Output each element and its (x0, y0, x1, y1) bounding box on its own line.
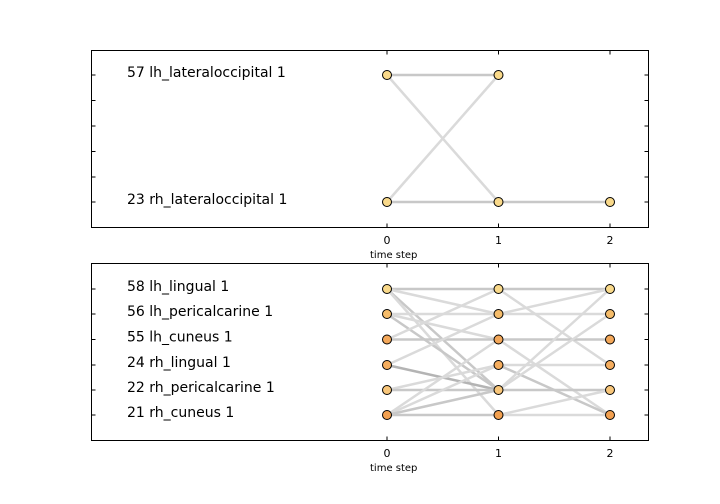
edge-line (497, 338, 612, 417)
x-axis-label: time step (370, 250, 417, 261)
top-panel: 0 1 2 time step 57 lh_lateraloccipital 1 23 r… (91, 50, 649, 261)
edge-line (385, 312, 500, 392)
row-label: 58 lh_lingual 1 (127, 279, 229, 295)
edge-line (385, 388, 500, 417)
edge-line (385, 312, 500, 341)
node-point (493, 385, 504, 395)
edge-line (385, 312, 500, 367)
edge-line (497, 287, 612, 316)
node-point (493, 309, 504, 319)
node-point (493, 334, 504, 345)
x-tick-label: 2 (607, 447, 614, 460)
node-point (382, 197, 392, 207)
edge-line (497, 287, 612, 367)
node-point (605, 197, 615, 207)
node-point (605, 284, 615, 294)
node-point (605, 309, 615, 319)
x-tick-label: 1 (495, 447, 502, 460)
node-point (605, 334, 615, 345)
row-label: 56 lh_pericalcarine 1 (127, 304, 273, 320)
x-tick-label: 0 (384, 234, 391, 247)
node-point (382, 70, 392, 80)
x-tick-label: 1 (495, 234, 502, 247)
node-point (493, 197, 504, 207)
row-label: 55 lh_cuneus 1 (127, 330, 233, 346)
edge-line (497, 312, 612, 392)
edge-line (385, 338, 500, 417)
node-point (382, 385, 392, 395)
node-point (493, 410, 504, 420)
edge-line (385, 287, 500, 341)
node-point (605, 410, 615, 420)
x-tick-label: 2 (607, 234, 614, 247)
row-label: 21 rh_cuneus 1 (127, 405, 234, 421)
node-point (605, 360, 615, 370)
node-point (382, 334, 392, 345)
node-point (493, 70, 504, 80)
plot-frame (91, 50, 649, 228)
edge-line (385, 287, 500, 316)
node-point (493, 360, 504, 370)
edge-line (385, 363, 500, 417)
edge-line (497, 287, 612, 392)
x-axis-label: time step (370, 463, 417, 474)
edge-line (497, 388, 612, 417)
row-label: 57 lh_lateraloccipital 1 (127, 65, 286, 81)
row-label: 23 rh_lateraloccipital 1 (127, 192, 287, 208)
node-point (382, 309, 392, 319)
row-label: 24 rh_lingual 1 (127, 355, 231, 371)
node-point (605, 385, 615, 395)
x-tick-label: 0 (384, 447, 391, 460)
node-point (382, 360, 392, 370)
edge-line (385, 73, 500, 204)
bottom-panel: 0 1 2 time step 58 lh_lingual 1 56 lh_perical… (91, 263, 649, 474)
node-point (382, 410, 392, 420)
row-label: 22 rh_pericalcarine 1 (127, 380, 275, 396)
node-point (382, 284, 392, 294)
node-point (493, 284, 504, 294)
